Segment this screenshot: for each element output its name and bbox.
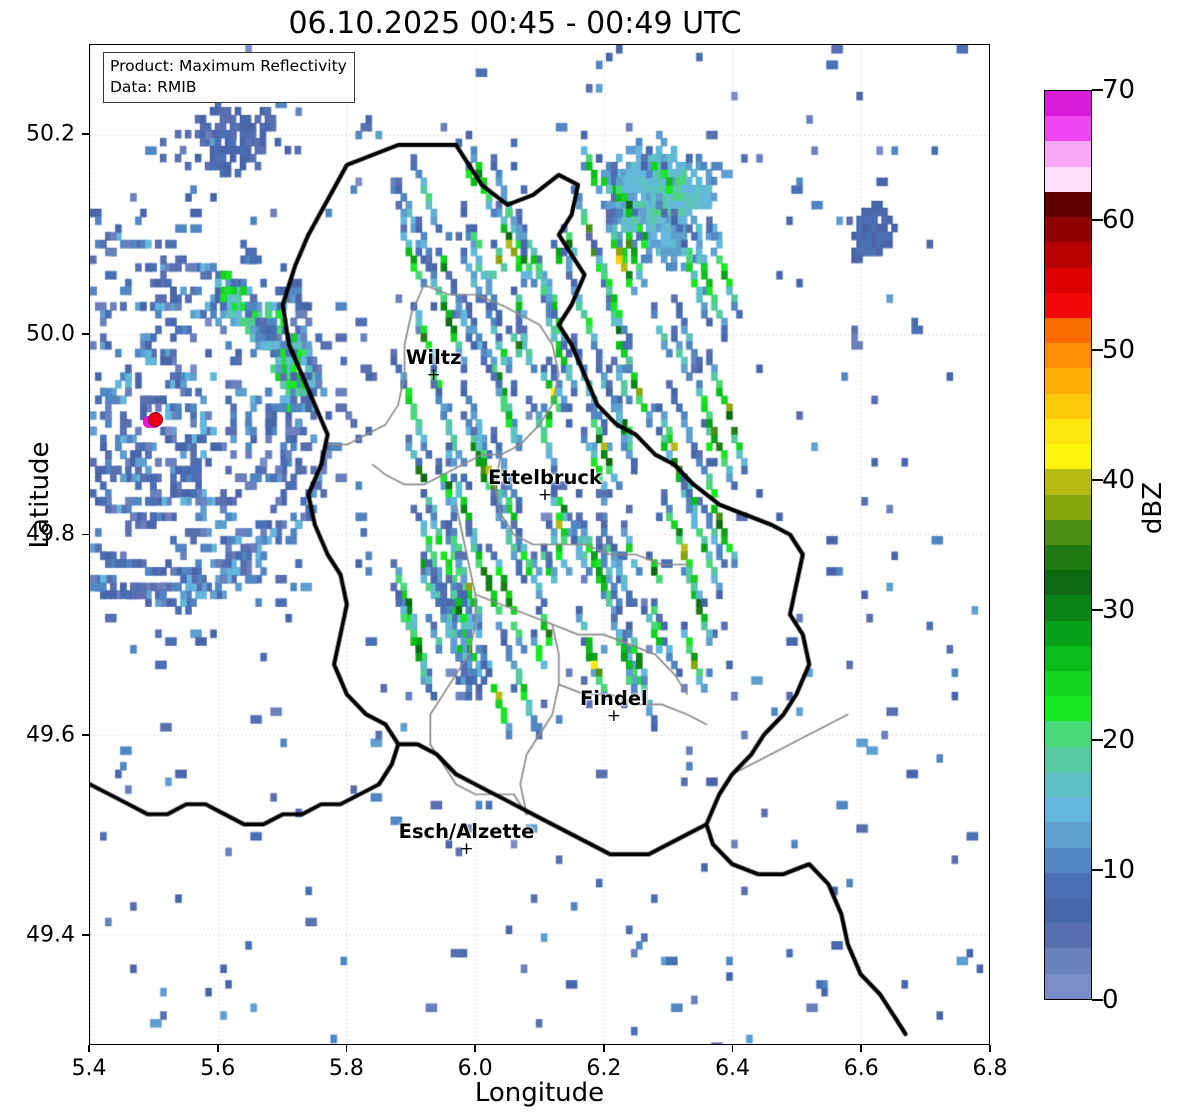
colorbar-band-33 [1045,923,1091,949]
colorbar-tick-label-60: 60 [1102,205,1136,235]
colorbar-band-15 [1045,469,1091,495]
x-tickmark-6.8 [989,1045,991,1052]
x-tickmark-5.4 [88,1045,90,1052]
y-tick-label-50.0: 50.0 [26,321,75,347]
page-title: 06.10.2025 00:45 - 00:49 UTC [288,6,742,41]
y-tick-label-49.8: 49.8 [26,521,75,547]
colorbar-tickmark-40 [1092,479,1103,481]
colorbar-band-18 [1045,544,1091,571]
colorbar-tickmark-30 [1092,609,1103,611]
map-borders-and-grid-layer [90,45,989,1044]
colorbar-tickmark-70 [1092,89,1103,91]
y-tickmark-50.0 [82,333,89,336]
colorbar-band-34 [1045,948,1091,974]
colorbar-band-25 [1045,721,1091,747]
colorbar-title: dBZ [1138,481,1168,535]
colorbar-band-35 [1045,973,1091,999]
colorbar-band-3 [1045,166,1091,192]
y-tick-label-50.2: 50.2 [26,121,75,147]
colorbar-band-5 [1045,217,1091,243]
x-tickmark-5.8 [345,1045,348,1052]
x-tickmark-5.6 [216,1045,219,1052]
colorbar-band-9 [1045,317,1091,344]
colorbar-tickmark-50 [1092,349,1103,351]
data-source-line: Data: RMIB [110,77,197,96]
x-axis-label: Longitude [474,1078,605,1108]
x-tickmark-6.6 [860,1045,863,1052]
colorbar-band-32 [1045,898,1091,924]
colorbar-band-20 [1045,595,1091,621]
product-info-box: Product: Maximum Reflectivity Data: RMIB [103,52,355,103]
radar-site-marker [143,411,166,431]
colorbar-band-12 [1045,393,1091,419]
colorbar-band-8 [1045,292,1091,318]
x-tick-label-6.4: 6.4 [715,1056,751,1081]
colorbar-band-23 [1045,671,1091,697]
colorbar-tickmark-20 [1092,739,1103,741]
colorbar-band-17 [1045,519,1091,545]
y-tick-label-49.4: 49.4 [26,922,75,948]
x-tick-label-6.6: 6.6 [843,1056,879,1081]
colorbar-band-28 [1045,797,1091,823]
colorbar-band-29 [1045,822,1091,848]
colorbar-band-21 [1045,620,1091,646]
colorbar-band-10 [1045,343,1091,369]
colorbar-tick-label-20: 20 [1102,725,1136,755]
colorbar-band-22 [1045,645,1091,672]
colorbar-band-14 [1045,444,1091,470]
colorbar-tickmark-0 [1092,999,1103,1001]
colorbar [1044,90,1092,1000]
x-tick-label-5.6: 5.6 [200,1056,236,1081]
colorbar-tickmark-60 [1092,219,1103,221]
colorbar-band-24 [1045,696,1091,722]
colorbar-tick-label-10: 10 [1102,855,1136,885]
colorbar-band-1 [1045,116,1091,142]
colorbar-tick-label-50: 50 [1102,335,1136,365]
y-tickmark-49.6 [82,733,89,736]
x-tick-label-5.4: 5.4 [71,1056,107,1081]
colorbar-band-13 [1045,418,1091,445]
x-tickmark-6.4 [731,1045,734,1052]
colorbar-band-16 [1045,494,1091,520]
colorbar-tickmark-10 [1092,869,1103,871]
colorbar-band-11 [1045,368,1091,394]
x-tick-label-5.8: 5.8 [328,1056,364,1081]
x-tick-label-6.0: 6.0 [457,1056,493,1081]
product-line: Product: Maximum Reflectivity [110,57,347,75]
colorbar-band-6 [1045,242,1091,268]
radar-plot-area: Product: Maximum Reflectivity Data: RMIB… [89,44,990,1045]
colorbar-band-19 [1045,570,1091,596]
colorbar-band-30 [1045,847,1091,873]
colorbar-tick-label-0: 0 [1102,985,1119,1015]
colorbar-band-2 [1045,141,1091,167]
colorbar-band-26 [1045,746,1091,772]
y-tickmark-50.2 [82,133,89,135]
y-axis-label: Latitude [25,441,55,549]
y-tickmark-49.4 [82,933,89,936]
y-tick-label-49.6: 49.6 [26,722,75,748]
colorbar-band-31 [1045,872,1091,898]
x-tickmark-6.2 [602,1045,605,1052]
y-tickmark-49.8 [82,533,89,536]
colorbar-tick-label-70: 70 [1102,75,1136,105]
x-tickmark-6.0 [474,1045,477,1052]
colorbar-tick-label-40: 40 [1102,465,1136,495]
colorbar-band-0 [1045,91,1091,117]
x-tick-label-6.8: 6.8 [972,1056,1008,1081]
x-tick-label-6.2: 6.2 [586,1056,622,1081]
colorbar-tick-label-30: 30 [1102,595,1136,625]
colorbar-band-4 [1045,191,1091,218]
radar-site-dot [148,411,164,427]
colorbar-band-7 [1045,267,1091,293]
colorbar-band-27 [1045,771,1091,798]
